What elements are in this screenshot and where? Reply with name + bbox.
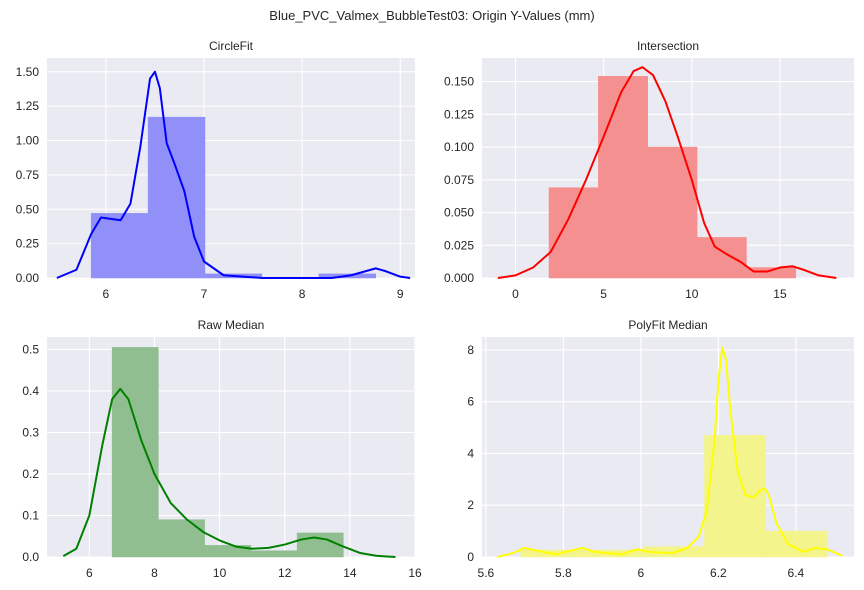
y-tick-label: 0.2 <box>22 467 39 481</box>
histogram-bar <box>90 213 149 279</box>
histogram-bar <box>158 519 205 558</box>
histogram-bar <box>147 116 206 279</box>
histogram-bar <box>111 347 159 558</box>
x-tick-label: 6.2 <box>710 566 727 580</box>
y-tick-label: 0.0 <box>22 550 39 564</box>
y-tick-label: 0.4 <box>22 384 39 398</box>
kde-line <box>497 66 837 279</box>
y-tick-label: 0.25 <box>16 237 40 251</box>
y-tick-label: 0.1 <box>22 508 39 522</box>
subplot-1: 0.00 0.25 0.50 0.75 1.00 1.25 1.50 6 7 8 9 CircleFi… <box>16 39 415 301</box>
x-tick-label: 6 <box>103 287 110 301</box>
x-tick-label: 15 <box>773 287 787 301</box>
figure-title: Blue_PVC_Valmex_BubbleTest03: Origin Y-V… <box>269 8 595 23</box>
plot-area <box>47 337 415 557</box>
x-tick-label: 9 <box>397 287 404 301</box>
y-tick-label: 0 <box>467 550 474 564</box>
y-tick-label: 0.00 <box>16 271 40 285</box>
y-tick-label: 0.050 <box>444 206 474 220</box>
histogram-bar <box>548 187 599 279</box>
y-tick-label: 0.025 <box>444 238 474 252</box>
subplot-title: Raw Median <box>198 318 265 332</box>
kde-line <box>62 387 396 558</box>
subplot-4: 0 2 4 6 8 5.6 5.8 6 6.2 6.4 PolyFit Median <box>467 318 854 580</box>
y-tick-label: 0.3 <box>22 425 39 439</box>
histogram-bar <box>765 530 828 558</box>
x-tick-label: 8 <box>299 287 306 301</box>
x-tick-label: 10 <box>685 287 699 301</box>
plot-area <box>482 337 854 557</box>
x-tick-label: 7 <box>201 287 208 301</box>
subplot-title: PolyFit Median <box>628 318 707 332</box>
y-tick-label: 0.75 <box>16 168 40 182</box>
y-tick-label: 0.100 <box>444 140 474 154</box>
x-tick-label: 5.8 <box>555 566 572 580</box>
y-tick-label: 1.50 <box>16 65 40 79</box>
y-tick-label: 1.00 <box>16 134 40 148</box>
x-tick-label: 14 <box>343 566 357 580</box>
histogram-bar <box>296 532 344 558</box>
x-tick-label: 6.4 <box>788 566 805 580</box>
y-tick-label: 0.125 <box>444 107 474 121</box>
kde-line <box>56 70 411 279</box>
y-tick-label: 0.50 <box>16 202 40 216</box>
x-tick-label: 0 <box>512 287 519 301</box>
y-tick-label: 6 <box>467 395 474 409</box>
y-tick-label: 0.000 <box>444 271 474 285</box>
subplot-title: Intersection <box>637 39 699 53</box>
subplot-2: 0.000 0.025 0.050 0.075 0.100 0.125 0.150 0 5 10 1… <box>444 39 854 301</box>
histogram-bar <box>647 146 698 279</box>
histogram-bar <box>746 267 797 279</box>
x-tick-label: 5 <box>600 287 607 301</box>
y-tick-label: 4 <box>467 446 474 460</box>
y-tick-label: 8 <box>467 343 474 357</box>
y-tick-label: 1.25 <box>16 99 40 113</box>
x-tick-label: 16 <box>408 566 422 580</box>
x-tick-label: 6 <box>86 566 93 580</box>
kde-line <box>497 346 843 558</box>
y-tick-label: 0.150 <box>444 75 474 89</box>
x-tick-label: 8 <box>151 566 158 580</box>
y-tick-label: 2 <box>467 498 474 512</box>
x-tick-label: 10 <box>213 566 227 580</box>
subplot-3: 0.0 0.1 0.2 0.3 0.4 0.5 6 8 10 12 14 16 Raw Median <box>22 318 422 580</box>
x-tick-label: 12 <box>278 566 292 580</box>
histogram-bar <box>696 237 747 279</box>
x-tick-label: 6 <box>638 566 645 580</box>
histogram-bar <box>250 550 298 558</box>
histogram-bar <box>598 76 648 279</box>
x-tick-label: 5.6 <box>478 566 495 580</box>
subplot-title: CircleFit <box>209 39 254 53</box>
y-tick-label: 0.5 <box>22 342 39 356</box>
y-tick-label: 0.075 <box>444 173 474 187</box>
